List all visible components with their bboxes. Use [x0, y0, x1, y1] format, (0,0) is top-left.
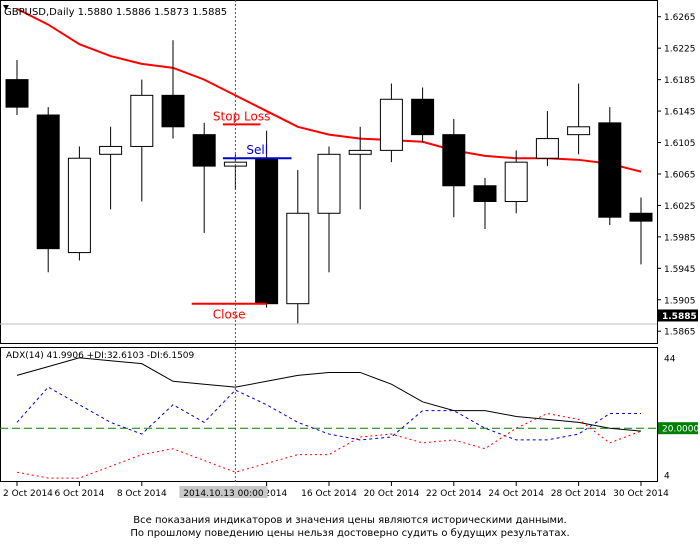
annotation-sell: Sell — [222, 143, 292, 160]
trade-annotations: Stop Loss Sell Close — [191, 109, 292, 322]
candle — [567, 83, 591, 155]
price-tick-label: 1.5865 — [664, 328, 696, 338]
price-tick-label: 1.5945 — [664, 265, 696, 275]
candle — [192, 122, 216, 233]
time-tick-label: 28 Oct 2014 — [551, 489, 607, 499]
annotation-label: Sell — [246, 143, 268, 157]
time-tick-label: 30 Oct 2014 — [613, 489, 669, 499]
svg-text:20.0000: 20.0000 — [662, 425, 699, 435]
time-tick-label: 24 Oct 2014 — [488, 489, 544, 499]
disclaimer-line-2: По прошлому поведению цены нельзя достов… — [130, 528, 570, 539]
candle — [442, 118, 466, 218]
symbol-triangle-icon — [3, 5, 9, 10]
candle — [535, 111, 559, 167]
candle — [161, 40, 185, 139]
candle — [379, 83, 403, 163]
price-chart-pane[interactable]: Stop Loss Sell Close GBPUSD,Daily 1.5880 1… — [0, 0, 658, 344]
time-tick-label: 2 Oct 2014 — [3, 489, 53, 499]
candle — [411, 87, 435, 143]
candle — [286, 170, 310, 324]
candle — [36, 107, 60, 273]
price-tick-label: 1.6265 — [664, 13, 696, 23]
price-tick-label: 1.6065 — [664, 170, 696, 180]
price-tick-label: 1.6105 — [664, 139, 696, 149]
candle — [5, 59, 29, 115]
adx-tick-label: 44 — [664, 354, 676, 364]
time-tick-label: 22 Oct 2014 — [426, 489, 482, 499]
price-tick-label: 1.5905 — [664, 296, 696, 306]
disclaimer-line-1: Все показания индикаторов и значения цен… — [133, 515, 567, 526]
price-tick-label: 1.6225 — [664, 45, 696, 55]
svg-text:2014.10.13 00:00: 2014.10.13 00:00 — [183, 489, 264, 499]
annotation-label: Stop Loss — [213, 109, 270, 123]
time-tick-label: 6 Oct 2014 — [54, 489, 104, 499]
candle — [629, 197, 653, 265]
adx-header: ADX(14) 41.9906 +DI:32.6103 -DI:6.1509 — [6, 351, 195, 361]
candle — [348, 126, 372, 210]
adx-tick-label: 4 — [664, 472, 670, 482]
series--di — [16, 386, 641, 441]
candle — [130, 79, 154, 202]
price-tick-label: 1.6145 — [664, 108, 696, 118]
current-price-badge: 1.5885 — [658, 309, 698, 322]
candles-layer — [5, 40, 653, 324]
adx-lines-layer — [0, 357, 657, 479]
price-tick-label: 1.6185 — [664, 76, 696, 86]
candle — [598, 107, 622, 226]
adx-indicator-pane[interactable]: ADX(14) 41.9906 +DI:32.6103 -DI:6.1509 — [0, 347, 658, 482]
price-axis: 1.6265 1.6225 1.6185 1.6145 1.6105 1.6065 1.60… — [657, 13, 698, 338]
price-tick-label: 1.5985 — [664, 233, 696, 243]
candle — [473, 177, 497, 229]
crosshair-date-label: 2014.10.13 00:00 — [179, 486, 268, 499]
candle — [504, 150, 528, 214]
main-chart-header: GBPUSD,Daily 1.5880 1.5886 1.5873 1.5885 — [4, 7, 227, 18]
annotation-stop-loss: Stop Loss — [213, 109, 270, 126]
time-tick-label: 16 Oct 2014 — [301, 489, 357, 499]
price-tick-label: 1.6025 — [664, 202, 696, 212]
annotation-close: Close — [191, 302, 267, 322]
svg-text:1.5885: 1.5885 — [662, 312, 697, 322]
candle — [67, 146, 91, 261]
annotation-label: Close — [213, 308, 246, 322]
series-adx — [16, 357, 642, 432]
candle — [317, 146, 341, 273]
candle — [99, 126, 123, 210]
disclaimer: Все показания индикаторов и значения цен… — [0, 514, 700, 540]
level-badge: 20.0000 — [658, 422, 699, 435]
time-tick-label: 8 Oct 2014 — [117, 489, 167, 499]
time-tick-label: 20 Oct 2014 — [364, 489, 420, 499]
